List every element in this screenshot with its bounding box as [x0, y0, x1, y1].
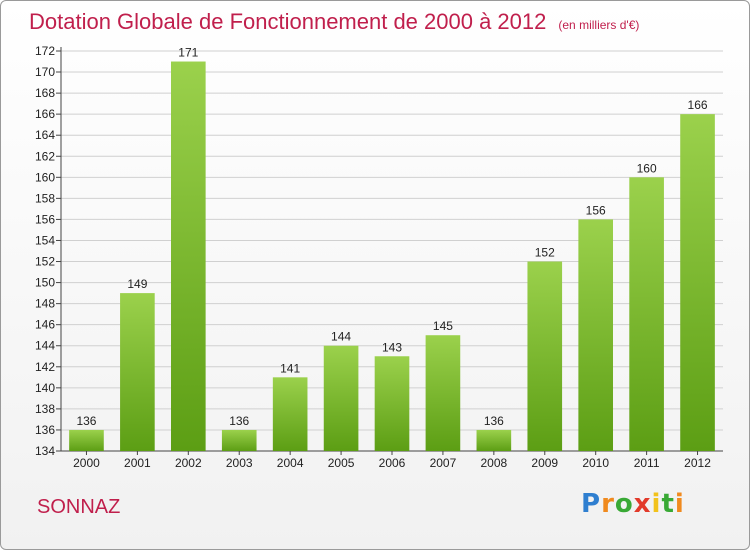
x-tick-label: 2007 — [430, 456, 457, 470]
bar-value-label: 166 — [688, 98, 708, 112]
x-tick-label: 2011 — [634, 456, 660, 470]
x-tick-label: 2001 — [124, 456, 151, 470]
bar-value-label: 160 — [637, 161, 657, 175]
y-tick-label: 158 — [35, 191, 55, 205]
x-tick-label: 2000 — [73, 456, 100, 470]
y-tick-label: 154 — [35, 233, 55, 247]
y-tick-label: 144 — [35, 339, 55, 353]
bar-2000 — [69, 429, 104, 451]
bar-2008 — [476, 429, 512, 451]
y-tick-label: 148 — [35, 297, 55, 311]
y-tick-label: 172 — [35, 44, 55, 58]
x-tick-label: 2012 — [684, 456, 711, 470]
bar-value-label: 136 — [484, 414, 504, 428]
y-tick-label: 136 — [35, 423, 55, 437]
bar-2007 — [425, 335, 461, 451]
bar-2005 — [323, 345, 359, 451]
bar-value-label: 149 — [127, 277, 147, 291]
y-tick-label: 170 — [35, 65, 55, 79]
y-tick-label: 146 — [35, 318, 55, 332]
bar-value-label: 156 — [586, 203, 606, 217]
y-tick-label: 142 — [35, 360, 55, 374]
x-tick-label: 2009 — [531, 456, 558, 470]
x-tick-label: 2006 — [379, 456, 406, 470]
x-tick-label: 2004 — [277, 456, 304, 470]
y-tick-label: 156 — [35, 212, 55, 226]
bar-value-label: 136 — [229, 414, 249, 428]
y-tick-label: 140 — [35, 381, 55, 395]
y-tick-labels: 134 136 138 140 142 144 146 148 150 152 154 156 158 1… — [35, 44, 55, 458]
bar-2010 — [578, 219, 614, 451]
y-tick-label: 134 — [35, 444, 55, 458]
bar-2002 — [170, 61, 206, 452]
x-tick-label: 2005 — [328, 456, 355, 470]
bars — [69, 61, 715, 452]
bar-value-label: 171 — [178, 46, 198, 60]
y-tick-label: 152 — [35, 255, 55, 269]
y-tick-label: 164 — [35, 128, 55, 142]
x-tick-label: 2002 — [175, 456, 202, 470]
bar-value-label: 144 — [331, 330, 351, 344]
bar-2012 — [680, 114, 715, 451]
y-tick-label: 168 — [35, 86, 55, 100]
y-tick-label: 150 — [35, 276, 55, 290]
bar-2006 — [374, 356, 410, 451]
bar-2004 — [272, 377, 308, 451]
chart-subtitle: (en milliers d'€) — [558, 18, 640, 32]
chart-title: Dotation Globale de Fonctionnement de 20… — [29, 9, 639, 35]
proxiti-logo: Proxiti — [581, 489, 685, 519]
bar-2003 — [221, 429, 257, 451]
bar-2009 — [527, 261, 563, 451]
y-tick-label: 160 — [35, 170, 55, 184]
x-tick-label: 2003 — [226, 456, 253, 470]
bar-value-label: 143 — [382, 340, 402, 354]
bar-value-label: 152 — [535, 246, 555, 260]
bar-value-label: 136 — [76, 414, 96, 428]
y-tick-label: 138 — [35, 402, 55, 416]
bar-2001 — [120, 293, 155, 451]
bar-value-label: 141 — [280, 361, 300, 375]
bar-2011 — [629, 177, 664, 451]
y-tick-label: 166 — [35, 107, 55, 121]
bar-value-labels: 136 149 171 136 141 144 143 145 136 152 156 160 166 — [76, 46, 707, 428]
x-tick-labels: 2000 2001 2002 2003 2004 2005 2006 2007 2008 2009… — [73, 456, 711, 470]
bar-value-label: 145 — [433, 319, 453, 333]
city-name: SONNAZ — [37, 496, 121, 518]
title-text: Dotation Globale de Fonctionnement de 20… — [29, 9, 547, 34]
y-tick-label: 162 — [35, 149, 55, 163]
x-tick-label: 2010 — [582, 456, 609, 470]
x-tick-label: 2008 — [480, 456, 507, 470]
